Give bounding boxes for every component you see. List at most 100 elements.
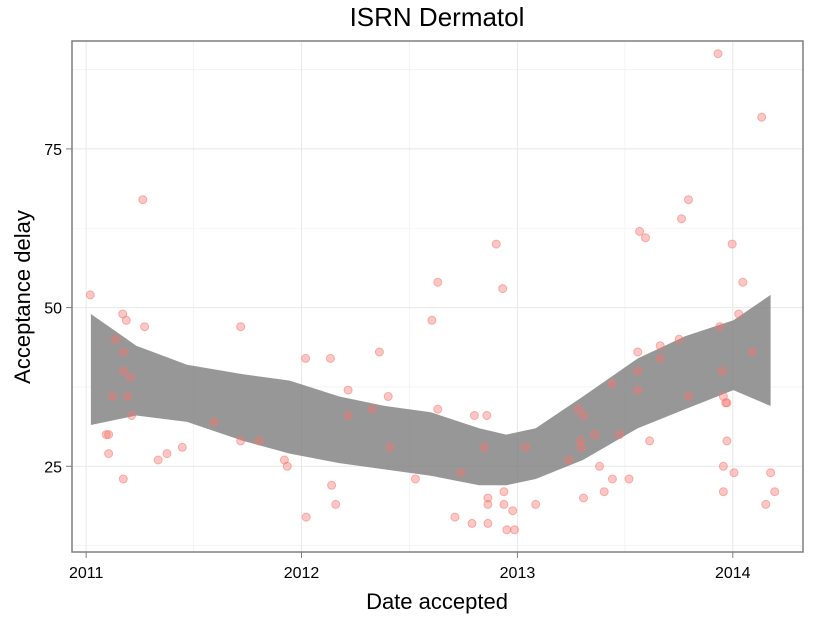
data-point bbox=[521, 442, 531, 452]
data-point bbox=[747, 347, 757, 357]
data-point bbox=[483, 493, 493, 503]
y-axis-title: Acceptance delay bbox=[10, 210, 35, 384]
data-point bbox=[85, 290, 95, 300]
data-point bbox=[633, 347, 643, 357]
data-point bbox=[718, 461, 728, 471]
data-point bbox=[718, 487, 728, 497]
data-point bbox=[655, 353, 665, 363]
data-point bbox=[677, 214, 686, 224]
data-point bbox=[722, 436, 732, 446]
x-tick-label: 2011 bbox=[69, 565, 104, 582]
data-point bbox=[162, 449, 172, 459]
data-point bbox=[327, 480, 337, 490]
x-tick-label: 2012 bbox=[284, 565, 320, 582]
x-axis: 2011 2012 2013 2014 bbox=[69, 552, 751, 582]
data-point bbox=[713, 49, 723, 59]
data-point bbox=[236, 436, 246, 446]
data-point bbox=[635, 226, 645, 236]
data-point bbox=[123, 392, 132, 401]
data-point bbox=[607, 474, 617, 484]
x-axis-title: Date accepted bbox=[366, 589, 508, 614]
data-point bbox=[770, 487, 780, 497]
data-point bbox=[343, 411, 353, 420]
y-axis: 25 50 75 bbox=[44, 142, 72, 476]
data-point bbox=[645, 436, 655, 446]
x-tick-label: 2014 bbox=[715, 565, 751, 582]
plot-border bbox=[71, 40, 804, 553]
data-point bbox=[599, 487, 609, 497]
data-point bbox=[118, 366, 128, 376]
data-point bbox=[479, 442, 489, 452]
data-point bbox=[761, 499, 771, 509]
data-point bbox=[674, 334, 684, 344]
data-point bbox=[502, 525, 512, 535]
data-point bbox=[491, 239, 501, 249]
data-point bbox=[738, 277, 748, 287]
y-tick-label: 50 bbox=[44, 301, 62, 318]
data-point bbox=[483, 499, 493, 509]
data-point bbox=[729, 468, 739, 478]
data-point bbox=[510, 525, 519, 535]
data-point bbox=[499, 499, 509, 509]
data-point bbox=[576, 442, 586, 452]
data-point bbox=[209, 417, 219, 427]
data-point bbox=[433, 277, 443, 287]
data-point bbox=[138, 195, 148, 205]
data-point bbox=[469, 411, 479, 420]
data-point bbox=[374, 347, 384, 357]
data-point bbox=[727, 239, 737, 249]
chart-title: ISRN Dermatol bbox=[350, 2, 525, 32]
data-point bbox=[331, 499, 341, 509]
data-point bbox=[595, 461, 604, 471]
data-point bbox=[573, 404, 583, 414]
data-point bbox=[433, 404, 443, 414]
data-point bbox=[450, 512, 460, 522]
data-point bbox=[301, 353, 311, 363]
data-point bbox=[385, 442, 395, 452]
data-point bbox=[482, 411, 492, 420]
data-point bbox=[624, 474, 634, 484]
data-point bbox=[254, 436, 264, 446]
data-point bbox=[127, 411, 137, 420]
data-point bbox=[118, 347, 128, 357]
data-points bbox=[85, 49, 780, 535]
data-point bbox=[607, 379, 617, 389]
data-point bbox=[717, 366, 727, 376]
data-point bbox=[615, 430, 624, 440]
data-point bbox=[576, 436, 586, 446]
data-point bbox=[104, 449, 114, 459]
data-point bbox=[655, 341, 665, 351]
data-point bbox=[367, 404, 377, 414]
data-point bbox=[108, 392, 118, 401]
data-point bbox=[722, 398, 732, 408]
data-point bbox=[236, 322, 246, 332]
data-point bbox=[301, 512, 311, 522]
data-point bbox=[325, 353, 335, 363]
data-point bbox=[508, 506, 518, 516]
data-point bbox=[153, 455, 163, 465]
data-point bbox=[734, 309, 744, 319]
data-point bbox=[499, 487, 509, 497]
data-point bbox=[140, 322, 150, 332]
y-tick-label: 25 bbox=[44, 459, 62, 476]
y-tick-label: 75 bbox=[44, 142, 62, 159]
data-point bbox=[456, 468, 466, 478]
data-point bbox=[579, 493, 588, 503]
data-point bbox=[564, 455, 574, 465]
x-tick-label: 2013 bbox=[500, 565, 536, 582]
data-point bbox=[101, 430, 111, 440]
data-point bbox=[125, 372, 135, 382]
data-point bbox=[177, 442, 187, 452]
data-point bbox=[590, 430, 600, 440]
data-point bbox=[104, 430, 114, 440]
data-point bbox=[118, 474, 128, 484]
data-point bbox=[633, 385, 643, 395]
data-point bbox=[121, 315, 131, 325]
data-point bbox=[343, 385, 353, 395]
data-point bbox=[410, 474, 420, 484]
data-point bbox=[579, 411, 588, 420]
data-point bbox=[498, 284, 508, 294]
data-point bbox=[641, 233, 650, 243]
data-point bbox=[427, 315, 437, 325]
